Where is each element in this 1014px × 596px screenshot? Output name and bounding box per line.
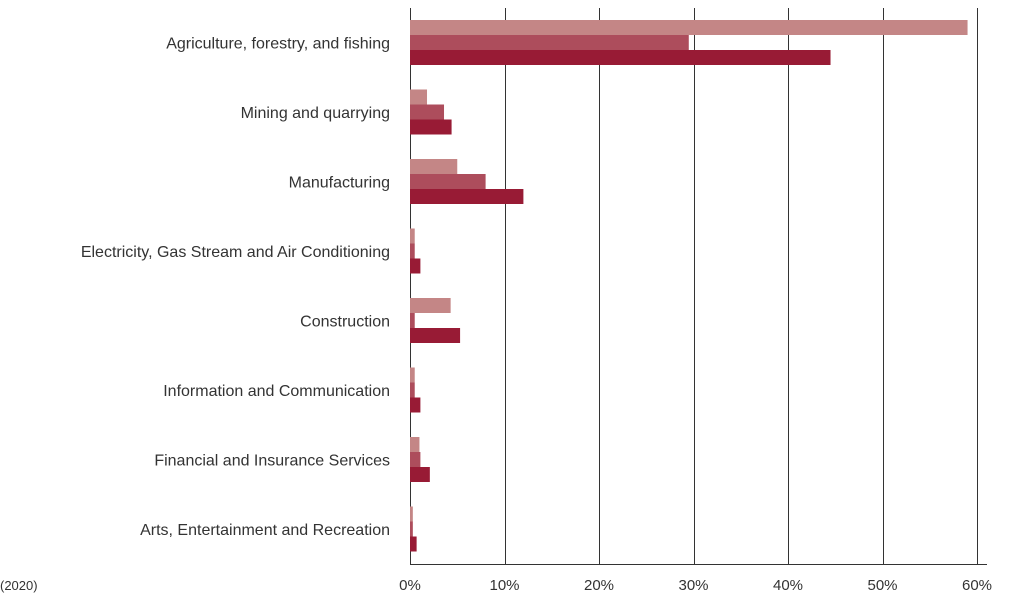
- x-axis-tick-labels: 0% 10% 20% 30% 40% 50% 60%: [399, 577, 992, 594]
- category-label-3: Electricity, Gas Stream and Air Conditio…: [81, 244, 390, 261]
- bar-3-series-1: [410, 243, 415, 259]
- bar-2-series-1: [410, 174, 486, 189]
- category-label-5: Information and Communication: [163, 383, 390, 400]
- bar-0-series-0: [410, 20, 968, 35]
- bar-1-series-0: [410, 89, 428, 105]
- bars: [410, 20, 968, 552]
- bar-1-series-1: [410, 104, 445, 120]
- category-labels: Agriculture, forestry, and fishing Mining…: [81, 36, 390, 540]
- bar-3-series-0: [410, 228, 415, 244]
- bar-4-series-0: [410, 298, 451, 313]
- category-label-6: Financial and Insurance Services: [154, 453, 390, 470]
- bar-5-series-0: [410, 367, 415, 383]
- bar-0-series-2: [410, 50, 831, 65]
- x-tick-label-4: 40%: [773, 577, 803, 594]
- bar-7-series-1: [410, 521, 413, 537]
- bar-3-series-2: [410, 258, 421, 274]
- x-tick-label-0: 0%: [399, 577, 421, 594]
- bar-4-series-2: [410, 328, 461, 343]
- bar-1-series-2: [410, 119, 452, 135]
- bar-6-series-1: [410, 452, 421, 467]
- source-note: (2020): [0, 578, 38, 593]
- category-label-4: Construction: [300, 314, 390, 331]
- bar-5-series-2: [410, 397, 421, 413]
- bar-7-series-0: [410, 506, 413, 522]
- category-label-0: Agriculture, forestry, and fishing: [166, 36, 390, 53]
- bar-2-series-0: [410, 159, 458, 174]
- bar-6-series-0: [410, 437, 420, 452]
- bar-7-series-2: [410, 536, 417, 552]
- x-tick-label-1: 10%: [489, 577, 519, 594]
- gridlines: [410, 8, 987, 565]
- category-label-7: Arts, Entertainment and Recreation: [140, 522, 390, 539]
- category-label-2: Manufacturing: [289, 175, 390, 192]
- bar-5-series-1: [410, 382, 415, 398]
- x-tick-label-2: 20%: [584, 577, 614, 594]
- bar-2-series-2: [410, 189, 524, 204]
- bar-0-series-1: [410, 35, 689, 50]
- bar-6-series-2: [410, 467, 430, 482]
- x-tick-label-6: 60%: [962, 577, 992, 594]
- x-tick-label-5: 50%: [867, 577, 897, 594]
- bar-4-series-1: [410, 313, 415, 328]
- category-label-1: Mining and quarrying: [241, 105, 390, 122]
- x-tick-label-3: 30%: [678, 577, 708, 594]
